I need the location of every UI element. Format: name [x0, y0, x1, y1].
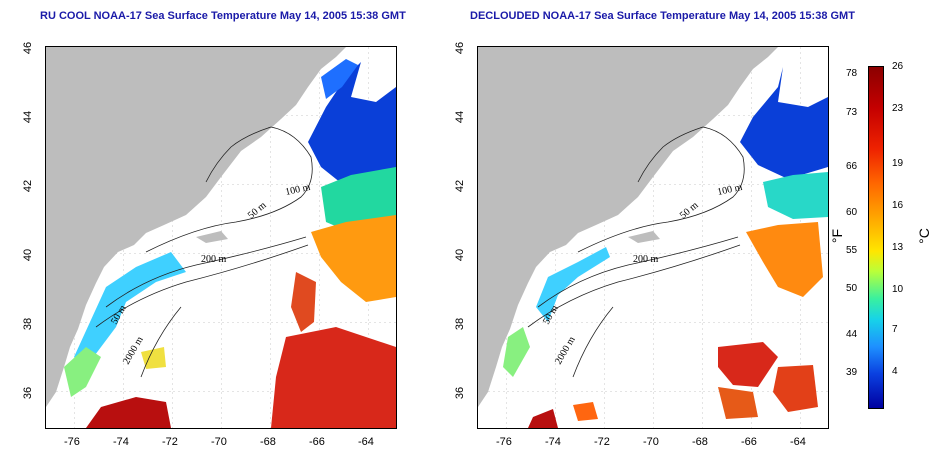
cyan-shelf-water: [74, 252, 186, 367]
slope-water: [763, 172, 828, 219]
isobath-contours: [527, 126, 745, 378]
cyan-shelf-water: [536, 247, 610, 322]
island: [196, 231, 228, 243]
lon-tick: -74: [545, 436, 561, 448]
green-coastal-water: [64, 347, 101, 397]
celsius-tick: 16: [892, 200, 904, 211]
contour-label-200m: 200 m: [633, 254, 659, 265]
fahrenheit-tick: 73: [846, 107, 858, 118]
celsius-tick: 4: [892, 366, 898, 377]
gulf-stream-warm-core: [311, 215, 396, 302]
contour-label-100m: 100 m: [716, 182, 743, 198]
yellow-coastal-patch: [141, 347, 166, 369]
southwest-orange-patch: [573, 402, 598, 421]
cold-water-gulf-of-maine: [740, 67, 828, 179]
lon-tick: -66: [309, 436, 325, 448]
sargasso-warm-patches: [718, 342, 778, 387]
sargasso-warm-patches-south: [718, 387, 758, 419]
lat-tick: 44: [454, 110, 467, 124]
sargasso-warm-water: [271, 327, 396, 428]
celsius-tick: 23: [892, 103, 904, 114]
celsius-unit-label: °C: [915, 228, 932, 244]
lon-tick: -66: [741, 436, 757, 448]
isobath-contours: [95, 126, 313, 378]
fahrenheit-unit-label: °F: [829, 228, 846, 244]
lon-tick: -72: [162, 436, 178, 448]
lon-tick: -74: [113, 436, 129, 448]
celsius-tick: 13: [892, 242, 904, 253]
cold-water-gulf-of-maine: [308, 62, 396, 187]
warm-speckles: [291, 272, 316, 332]
southwest-warm-water: [86, 397, 171, 428]
lat-tick: 44: [22, 110, 35, 124]
lat-tick: 38: [454, 317, 467, 331]
land-mass: [478, 47, 778, 407]
fahrenheit-tick: 78: [846, 68, 858, 79]
lon-tick: -68: [260, 436, 276, 448]
lon-tick: -76: [64, 436, 80, 448]
lat-tick: 36: [22, 386, 35, 400]
declouded-sst-map[interactable]: 100 m 50 m 200 m 50 m 2000 m: [477, 46, 829, 429]
lon-tick: -72: [594, 436, 610, 448]
lat-tick: 46: [22, 41, 35, 55]
lon-tick: -76: [496, 436, 512, 448]
green-coastal-water: [503, 327, 530, 377]
fahrenheit-tick: 50: [846, 283, 858, 294]
celsius-tick: 10: [892, 284, 904, 295]
fahrenheit-tick: 66: [846, 161, 858, 172]
fahrenheit-tick: 55: [846, 245, 858, 256]
lon-tick: -70: [211, 436, 227, 448]
raw-sst-map[interactable]: 100 m 50 m 200 m 50 m 2000 m: [45, 46, 397, 429]
lat-tick: 36: [454, 386, 467, 400]
lon-tick: -64: [790, 436, 806, 448]
lon-tick: -68: [692, 436, 708, 448]
cold-water-nova-scotia: [321, 59, 358, 99]
lat-tick: 42: [454, 179, 467, 193]
lon-tick: -70: [643, 436, 659, 448]
contour-label-100m: 100 m: [284, 182, 311, 198]
land-mass: [46, 47, 346, 407]
fahrenheit-tick: 39: [846, 367, 858, 378]
lon-tick: -64: [358, 436, 374, 448]
celsius-tick: 7: [892, 324, 898, 335]
temperature-colorbar: [868, 66, 884, 409]
fahrenheit-tick: 60: [846, 207, 858, 218]
lat-tick: 42: [22, 179, 35, 193]
fahrenheit-tick: 44: [846, 329, 858, 340]
lat-tick: 38: [22, 317, 35, 331]
lat-tick: 40: [22, 248, 35, 262]
gulf-stream-warm-core: [746, 222, 823, 297]
lat-tick: 40: [454, 248, 467, 262]
right-map-title: DECLOUDED NOAA-17 Sea Surface Temperatur…: [470, 10, 855, 22]
celsius-tick: 19: [892, 158, 904, 169]
contour-label-200m: 200 m: [201, 254, 227, 265]
celsius-tick: 26: [892, 61, 904, 72]
lat-tick: 46: [454, 41, 467, 55]
left-map-title: RU COOL NOAA-17 Sea Surface Temperature …: [40, 10, 406, 22]
island: [628, 231, 660, 243]
southwest-warm-water: [528, 409, 558, 428]
sargasso-warm-patches-east: [773, 365, 818, 412]
